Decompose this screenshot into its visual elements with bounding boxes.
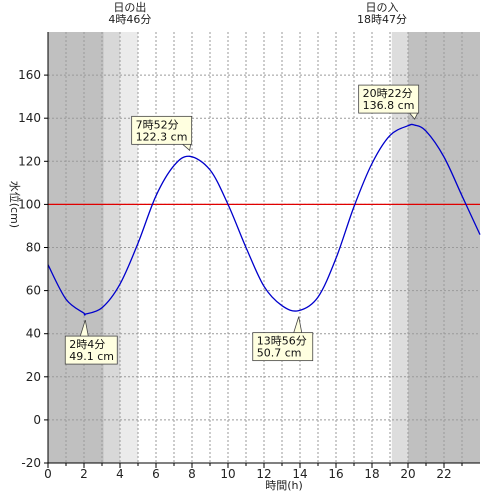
x-tick-label-6: 6 <box>152 467 160 481</box>
y-tick-label-80: 80 <box>26 241 41 255</box>
sun-event-label-1: 日の入 <box>366 1 399 14</box>
sun-event-label-0: 日の出 <box>113 0 146 14</box>
y-tick-label-60: 60 <box>26 284 41 298</box>
x-tick-label-12: 12 <box>256 467 271 481</box>
sun-event-time-0: 4時46分 <box>108 13 151 26</box>
y-tick-label--20: -20 <box>21 456 41 470</box>
annotation-time-0: 2時4分 <box>69 338 105 351</box>
x-tick-label-22: 22 <box>436 467 451 481</box>
x-tick-label-14: 14 <box>292 467 307 481</box>
x-axis-label: 時間(h) <box>265 479 303 492</box>
y-tick-label-40: 40 <box>26 327 41 341</box>
x-tick-label-4: 4 <box>116 467 124 481</box>
y-tick-label-0: 0 <box>33 413 41 427</box>
y-tick-label-100: 100 <box>18 197 41 211</box>
x-tick-label-20: 20 <box>400 467 415 481</box>
annotation-time-1: 7時52分 <box>136 118 179 131</box>
annotation-value-1: 122.3 cm <box>136 130 188 143</box>
annotation-pointer-2 <box>293 316 303 333</box>
annotation-value-0: 49.1 cm <box>69 350 114 363</box>
annotation-box-1 <box>131 115 193 145</box>
annotation-pointer-3 <box>409 112 419 120</box>
y-tick-label-160: 160 <box>18 68 41 82</box>
x-tick-label-18: 18 <box>364 467 379 481</box>
annotation-pointer-0 <box>79 319 89 337</box>
annotation-box-2 <box>252 332 314 362</box>
annotation-pointer-1 <box>182 144 192 152</box>
tide-series-line-0 <box>47 123 481 316</box>
x-tick-label-8: 8 <box>188 467 196 481</box>
annotation-box-3 <box>358 84 420 114</box>
x-tick-label-0: 0 <box>44 467 52 481</box>
y-tick-label-140: 140 <box>18 111 41 125</box>
y-tick-label-20: 20 <box>26 370 41 384</box>
y-axis-label: 水位(cm) <box>8 181 22 228</box>
x-tick-label-10: 10 <box>220 467 235 481</box>
tide-curve-group <box>47 123 481 316</box>
annotation-box-0 <box>64 335 118 365</box>
x-tick-label-16: 16 <box>328 467 343 481</box>
y-tick-label-120: 120 <box>18 154 41 168</box>
x-tick-label-2: 2 <box>80 467 88 481</box>
annotation-time-2: 13時56分 <box>257 335 307 348</box>
sun-event-time-1: 18時47分 <box>357 13 407 26</box>
annotation-time-3: 20時22分 <box>363 87 413 100</box>
annotation-value-3: 136.8 cm <box>363 99 415 112</box>
band-4 <box>391 32 408 463</box>
annotation-value-2: 50.7 cm <box>257 347 302 360</box>
